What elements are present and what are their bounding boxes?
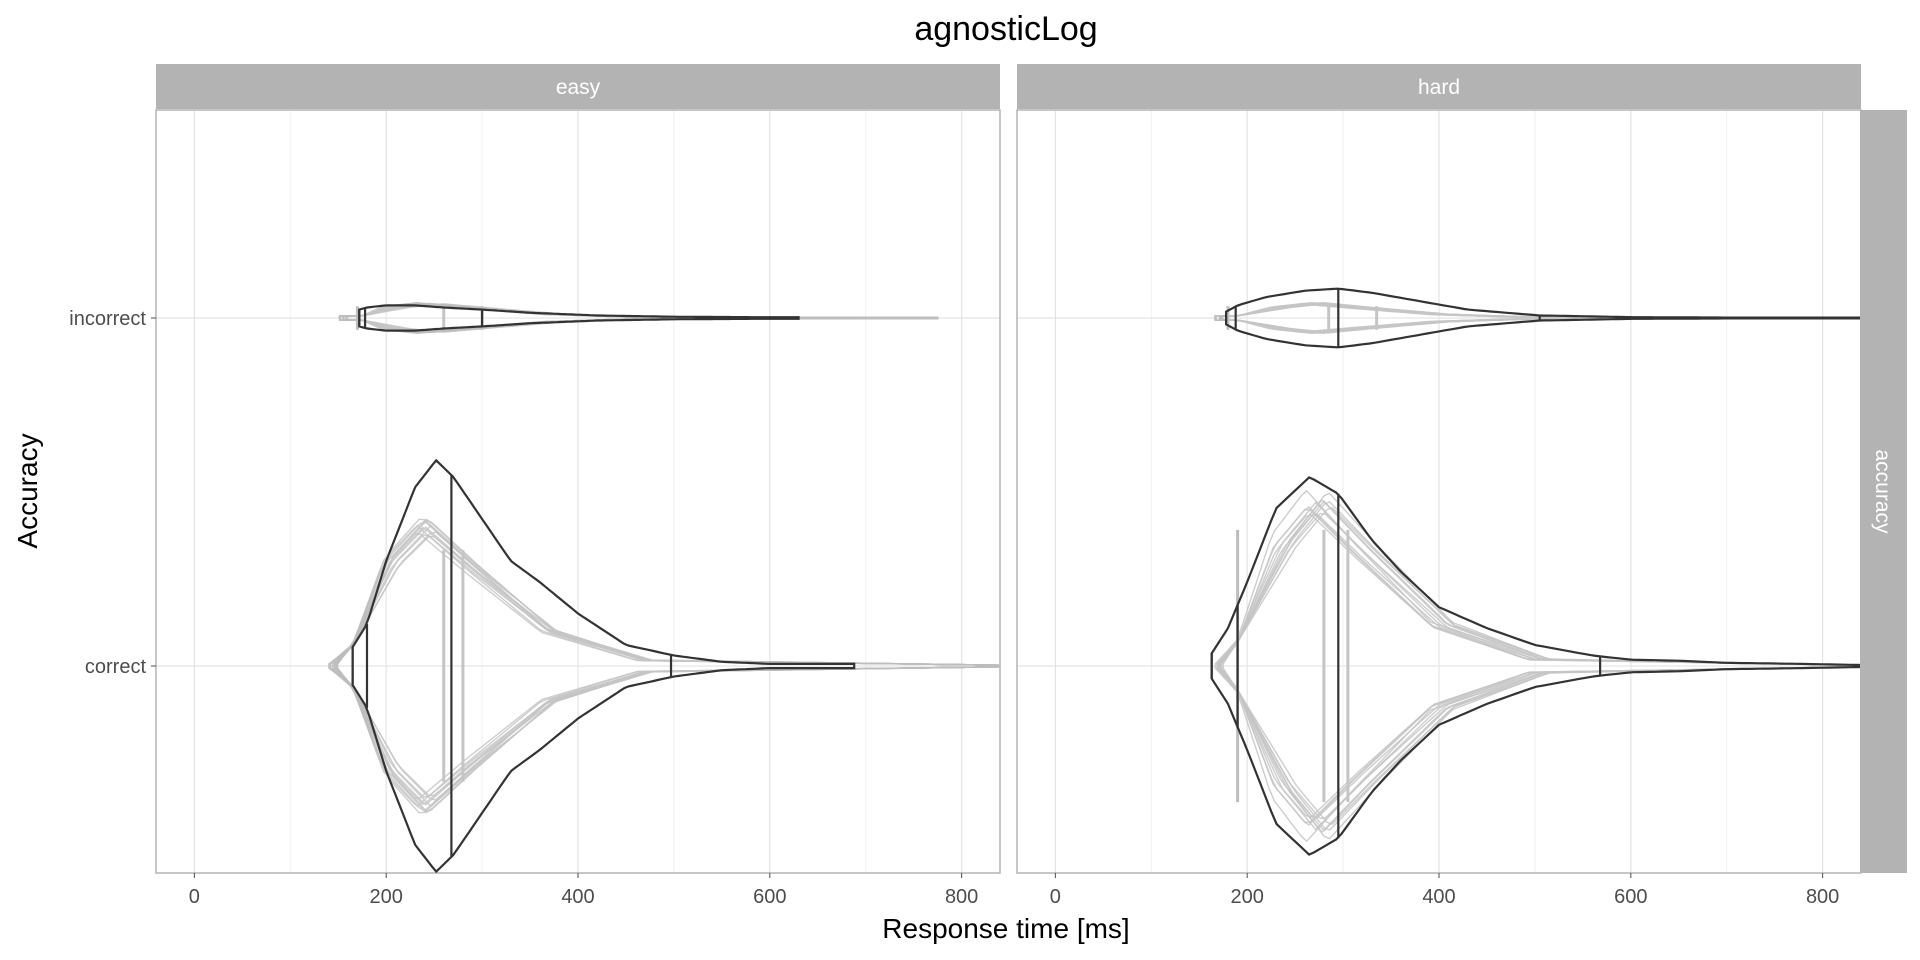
violin-group-hard-incorrect xyxy=(1214,287,1861,349)
x-tick-label: 800 xyxy=(945,886,978,908)
posterior-draw-violin xyxy=(1216,501,1861,831)
observed-violin xyxy=(1210,476,1861,856)
posterior-draw-violin xyxy=(1214,489,1861,843)
x-tick-label: 400 xyxy=(561,886,594,908)
x-tick-label: 600 xyxy=(753,886,786,908)
y-tick-label: correct xyxy=(85,656,147,678)
x-tick-label: 0 xyxy=(189,886,200,908)
x-tick-label: 200 xyxy=(1230,886,1263,908)
posterior-draw-violin xyxy=(1219,303,1861,333)
facet-strip-easy xyxy=(156,64,1000,109)
facet-strip-hard xyxy=(1017,64,1861,109)
row-strip xyxy=(1860,110,1907,873)
posterior-draw-violin xyxy=(1222,500,1861,832)
posterior-draw-violin xyxy=(329,520,1000,812)
observed-violin xyxy=(351,458,856,873)
violin-group-easy-incorrect xyxy=(338,301,939,335)
y-tick-label: incorrect xyxy=(69,308,146,330)
facet-label-hard: hard xyxy=(1418,76,1460,99)
posterior-draw-violin xyxy=(1217,512,1861,820)
posterior-draw-violin xyxy=(329,533,1000,799)
posterior-draw-violin xyxy=(337,518,1000,814)
violin-group-hard-correct xyxy=(1210,476,1861,856)
observed-violin xyxy=(1225,287,1861,349)
posterior-draw-violin xyxy=(328,534,1000,798)
row-strip-label: accuracy xyxy=(1871,449,1894,534)
posterior-draw-violin xyxy=(333,524,1000,808)
chart-title: agnosticLog xyxy=(914,10,1097,48)
x-axis-title: Response time [ms] xyxy=(882,913,1129,944)
facet-label-easy: easy xyxy=(556,76,601,99)
observed-violin xyxy=(358,304,800,332)
x-tick-label: 600 xyxy=(1614,886,1647,908)
posterior-draw-violin xyxy=(1218,302,1861,334)
x-tick-label: 200 xyxy=(369,886,402,908)
x-tick-label: 0 xyxy=(1050,886,1061,908)
posterior-draw-violin xyxy=(1219,498,1861,834)
x-tick-label: 400 xyxy=(1422,886,1455,908)
x-tick-label: 800 xyxy=(1806,886,1839,908)
posterior-draw-violin xyxy=(1218,501,1861,831)
posterior-draw-violin xyxy=(1217,506,1861,826)
y-axis-title: Accuracy xyxy=(12,433,43,548)
violin-group-easy-correct xyxy=(328,458,1000,873)
